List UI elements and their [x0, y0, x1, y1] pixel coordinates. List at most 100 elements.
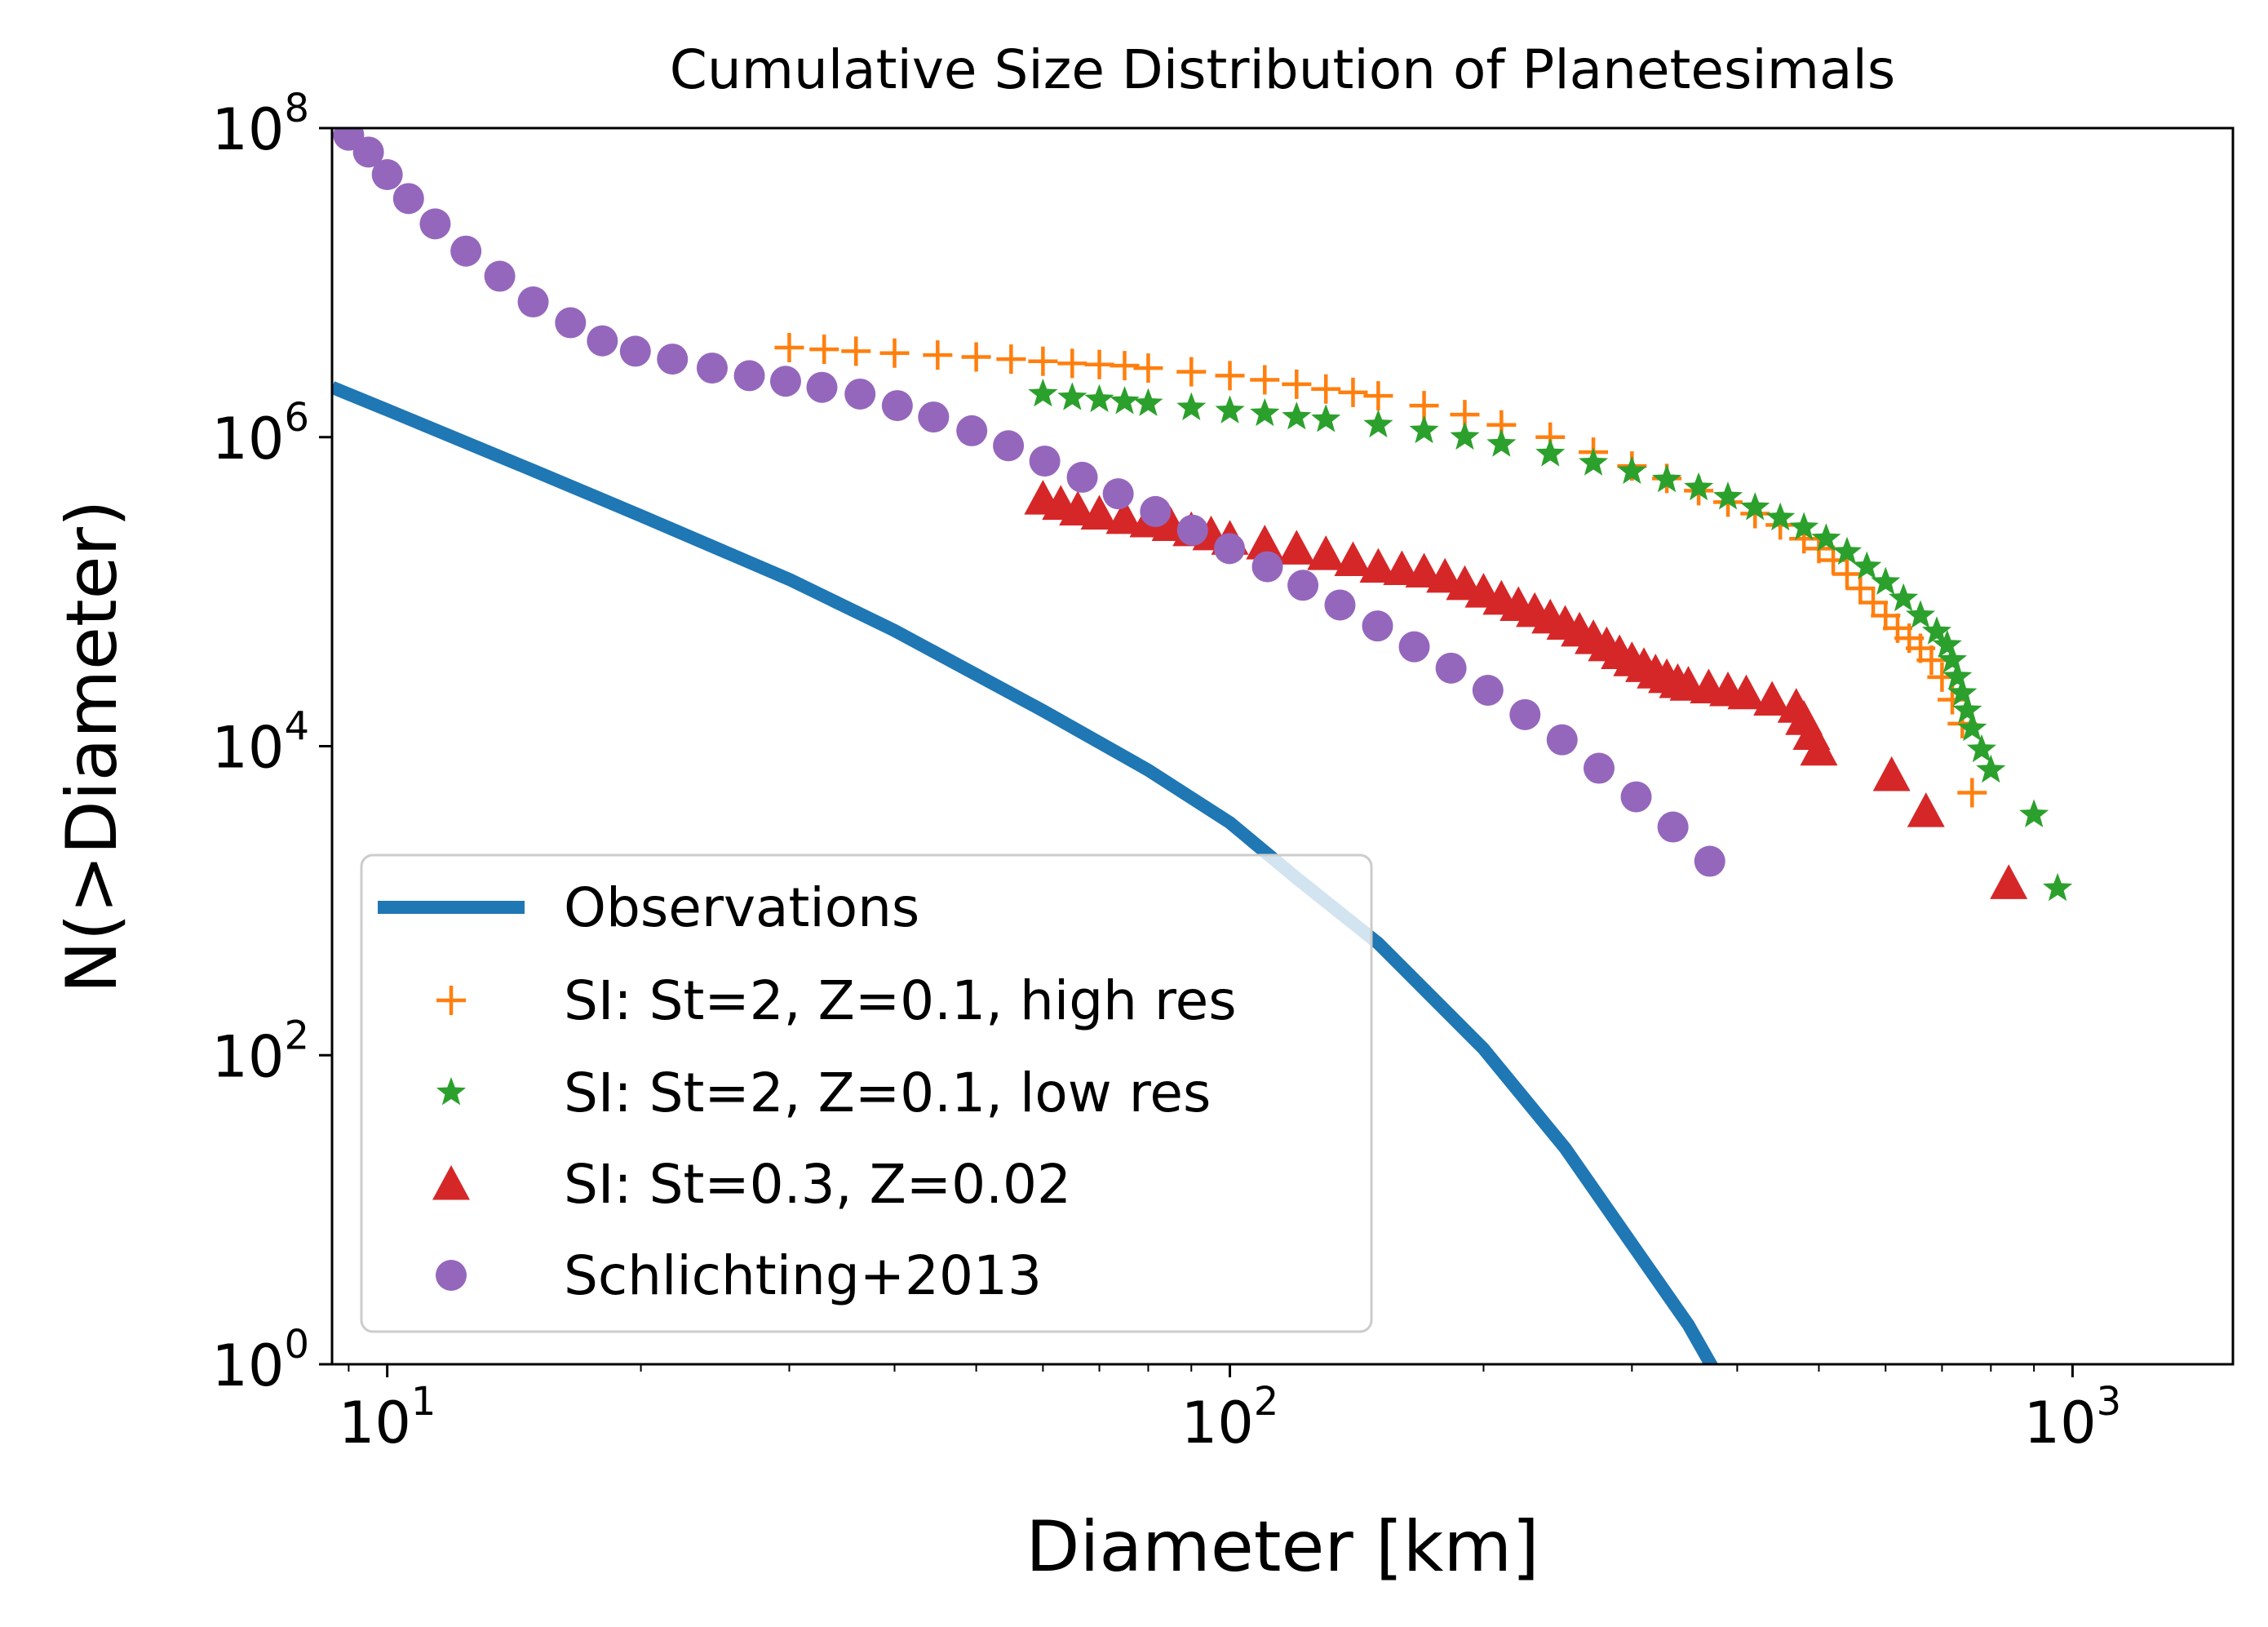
- data-point: [1133, 388, 1163, 416]
- data-point: [1947, 677, 1978, 706]
- data-point: [1176, 392, 1207, 421]
- data-point: [1811, 523, 1841, 552]
- data-point: [1110, 351, 1140, 381]
- data-point: [1450, 421, 1480, 450]
- legend-item: SI: St=2, Z=0.1, high res: [436, 969, 1237, 1032]
- data-point: [1057, 382, 1087, 410]
- x-tick-label: 102: [1181, 1379, 1279, 1456]
- data-point: [1028, 346, 1058, 376]
- data-point: [1472, 674, 1504, 706]
- data-point: [1383, 550, 1421, 586]
- data-point: [1871, 566, 1901, 595]
- legend-marker: [436, 1260, 467, 1291]
- y-tick-label: 106: [211, 395, 309, 472]
- data-point: [1250, 397, 1280, 427]
- data-point: [1311, 404, 1341, 432]
- x-tick-label: 101: [339, 1379, 436, 1456]
- data-point: [1727, 674, 1765, 710]
- data-point: [1215, 395, 1245, 423]
- x-tick-label: 103: [2024, 1379, 2122, 1456]
- data-point: [1029, 446, 1061, 477]
- data-point: [419, 208, 451, 240]
- series-layer: [332, 128, 2073, 1364]
- data-point: [1307, 535, 1345, 570]
- legend-label: SI: St=2, Z=0.1, high res: [564, 969, 1237, 1032]
- data-point: [1059, 490, 1097, 526]
- observations-line: [332, 381, 1719, 1364]
- data-point: [1246, 525, 1284, 560]
- data-point: [352, 136, 384, 168]
- data-point: [1753, 681, 1792, 716]
- data-point: [1740, 492, 1770, 521]
- data-point: [1215, 361, 1245, 391]
- legend-item: SI: St=0.3, Z=0.02: [432, 1153, 1071, 1216]
- data-point: [1359, 548, 1398, 583]
- legend-item: SI: St=2, Z=0.1, low res: [436, 1062, 1211, 1124]
- data-point: [1363, 409, 1393, 438]
- data-point: [1278, 530, 1316, 565]
- legend-label: SI: St=2, Z=0.1, low res: [564, 1062, 1211, 1124]
- data-point: [1966, 734, 1996, 763]
- data-point: [993, 430, 1025, 462]
- data-point: [1957, 778, 1987, 808]
- data-point: [1845, 574, 1876, 604]
- legend-item: Observations: [378, 876, 919, 939]
- data-point: [2043, 872, 2073, 902]
- data-point: [1486, 428, 1517, 457]
- x-axis-label: Diameter [km]: [1025, 1506, 1539, 1588]
- data-point: [1800, 730, 1838, 766]
- data-point: [1435, 652, 1467, 684]
- data-point: [1105, 499, 1144, 534]
- data-point: [484, 260, 516, 292]
- data-point: [1584, 752, 1615, 784]
- data-point: [1110, 386, 1140, 415]
- data-point: [1906, 600, 1936, 628]
- data-point: [1080, 494, 1118, 530]
- data-point: [1657, 811, 1689, 843]
- data-point: [1250, 365, 1280, 395]
- data-point: [1957, 712, 1987, 742]
- data-point: [555, 307, 587, 339]
- series-3: [1024, 480, 2028, 899]
- legend-item: Schlichting+2013: [436, 1244, 1042, 1307]
- data-point: [1852, 551, 1882, 579]
- data-point: [1932, 629, 1962, 658]
- data-point: [1889, 583, 1919, 612]
- legend-marker: [432, 1165, 470, 1200]
- data-point: [809, 335, 839, 365]
- data-point: [1251, 551, 1283, 583]
- data-point: [918, 401, 950, 433]
- series-2: [1028, 379, 2073, 902]
- data-point: [1214, 533, 1246, 565]
- legend: Observations SI: St=2, Z=0.1, high res SI:…: [360, 853, 1373, 1333]
- x-axis-ticks: 101 102 103: [339, 1364, 2121, 1456]
- data-point: [2019, 799, 2049, 827]
- data-point: [733, 360, 765, 392]
- data-point: [1133, 353, 1163, 383]
- data-point: [1282, 401, 1312, 430]
- data-point: [1282, 369, 1312, 399]
- data-point: [1140, 495, 1172, 527]
- data-point: [1620, 781, 1652, 813]
- data-point: [1652, 464, 1682, 493]
- data-point: [1334, 541, 1372, 577]
- data-point: [1789, 512, 1819, 540]
- data-point: [587, 325, 618, 357]
- data-point: [769, 366, 801, 397]
- data-point: [961, 342, 991, 372]
- data-point: [371, 159, 403, 191]
- legend-marker: [436, 986, 466, 1015]
- data-point: [1546, 724, 1578, 756]
- data-point: [1405, 552, 1443, 587]
- data-point: [1916, 645, 1947, 676]
- data-point: [879, 338, 910, 368]
- data-point: [517, 286, 549, 318]
- data-point: [1084, 349, 1114, 379]
- data-point: [1579, 447, 1609, 476]
- chart-title: Cumulative Size Distribution of Planetes…: [670, 38, 1895, 101]
- y-tick-label: 104: [211, 704, 309, 782]
- data-point: [1858, 587, 1889, 618]
- legend-label: Schlichting+2013: [564, 1244, 1042, 1307]
- data-point: [1338, 377, 1368, 407]
- y-axis-ticks: 100 102 104 106 108: [211, 86, 332, 1399]
